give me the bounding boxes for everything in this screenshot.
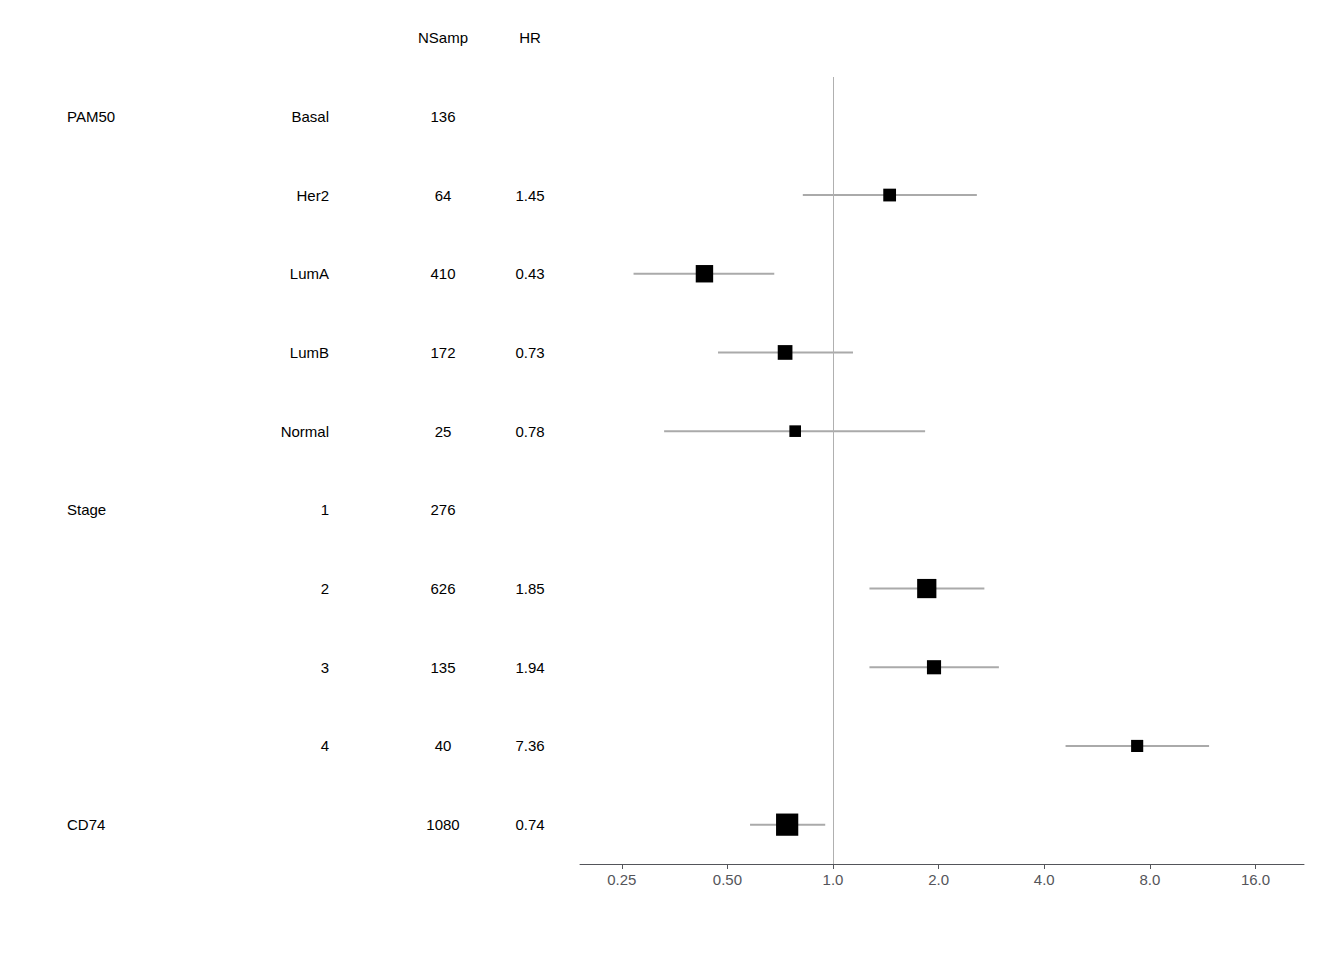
svg-text:135: 135 — [430, 659, 455, 676]
svg-text:1.0: 1.0 — [823, 871, 844, 888]
svg-text:Her2: Her2 — [296, 187, 329, 204]
svg-text:0.78: 0.78 — [515, 423, 544, 440]
svg-text:3: 3 — [321, 659, 329, 676]
svg-text:25: 25 — [435, 423, 452, 440]
svg-text:NSamp: NSamp — [418, 29, 468, 46]
svg-text:8.0: 8.0 — [1139, 871, 1160, 888]
svg-text:4.0: 4.0 — [1034, 871, 1055, 888]
svg-text:HR: HR — [519, 29, 541, 46]
svg-text:1.85: 1.85 — [515, 580, 544, 597]
svg-text:276: 276 — [430, 501, 455, 518]
svg-text:1: 1 — [321, 501, 329, 518]
svg-text:7.36: 7.36 — [515, 737, 544, 754]
svg-text:CD74: CD74 — [67, 816, 105, 833]
svg-text:0.25: 0.25 — [607, 871, 636, 888]
svg-text:LumB: LumB — [290, 344, 329, 361]
svg-text:Normal: Normal — [281, 423, 329, 440]
svg-text:PAM50: PAM50 — [67, 108, 115, 125]
svg-text:1.94: 1.94 — [515, 659, 544, 676]
svg-text:1.45: 1.45 — [515, 187, 544, 204]
svg-text:Basal: Basal — [291, 108, 329, 125]
svg-text:0.74: 0.74 — [515, 816, 544, 833]
svg-text:0.73: 0.73 — [515, 344, 544, 361]
svg-text:4: 4 — [321, 737, 329, 754]
svg-text:2: 2 — [321, 580, 329, 597]
svg-text:2.0: 2.0 — [928, 871, 949, 888]
svg-text:64: 64 — [435, 187, 452, 204]
svg-text:LumA: LumA — [290, 265, 329, 282]
svg-text:0.43: 0.43 — [515, 265, 544, 282]
svg-text:1080: 1080 — [426, 816, 459, 833]
svg-text:0.50: 0.50 — [713, 871, 742, 888]
svg-text:172: 172 — [430, 344, 455, 361]
svg-text:16.0: 16.0 — [1241, 871, 1270, 888]
svg-text:136: 136 — [430, 108, 455, 125]
svg-text:40: 40 — [435, 737, 452, 754]
svg-text:626: 626 — [430, 580, 455, 597]
svg-text:410: 410 — [430, 265, 455, 282]
svg-text:Stage: Stage — [67, 501, 106, 518]
